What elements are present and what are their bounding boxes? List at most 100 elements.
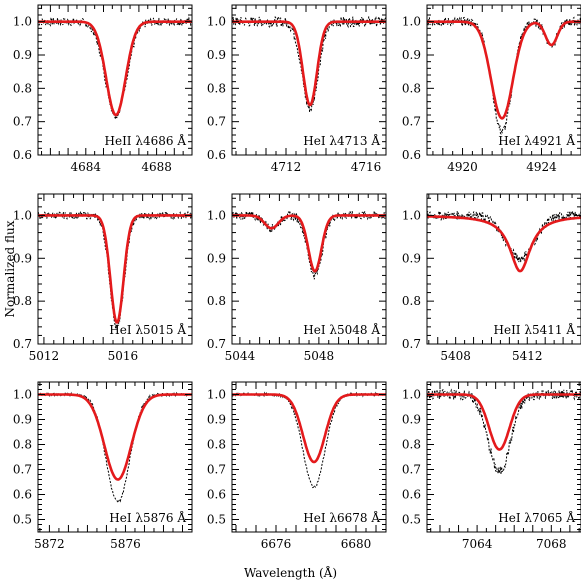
y-tick-label: 0.7 (402, 115, 421, 129)
y-tick-label: 0.7 (402, 463, 421, 477)
y-tick-label: 0.8 (207, 81, 226, 95)
line-label: HeI λ4921 Å (498, 133, 575, 148)
y-tick-label: 1.0 (402, 208, 421, 222)
y-tick-label: 0.6 (402, 148, 421, 162)
y-tick-label: 0.7 (13, 115, 32, 129)
x-tick-label: 7064 (462, 537, 493, 551)
panel-5: 0.7 0.8 0.9 1.0 5044 5048 HeI λ5048 Å (207, 193, 387, 363)
x-tick-label: 5044 (225, 349, 256, 363)
y-tick-label: 0.8 (13, 81, 32, 95)
x-tick-label: 5012 (29, 349, 60, 363)
model-spectrum (232, 214, 386, 273)
panel-frame (426, 381, 581, 533)
panel-frame (231, 4, 387, 156)
y-tick-label: 0.7 (207, 115, 226, 129)
panel-7: 0.5 0.6 0.7 0.8 0.9 1.0 5872 5876 HeI λ5876 Å (13, 381, 193, 551)
observed-spectrum (38, 16, 192, 120)
panel-1: 0.6 0.7 0.8 0.9 1.0 4684 4688 HeII λ4686 Å (13, 4, 193, 174)
y-tick-label: 0.8 (402, 438, 421, 452)
y-tick-label: 0.9 (207, 413, 226, 427)
model-spectrum (427, 393, 581, 451)
x-tick-label: 5872 (34, 537, 65, 551)
y-tick-label: 0.5 (402, 513, 421, 527)
y-tick-label: 0.5 (13, 513, 32, 527)
y-tick-label: 0.7 (207, 463, 226, 477)
line-label: HeI λ5048 Å (303, 322, 380, 337)
y-tick-label: 1.0 (13, 388, 32, 402)
y-tick-label: 1.0 (13, 15, 32, 29)
observed-spectrum (232, 209, 386, 280)
observed-spectrum (232, 391, 386, 489)
line-label: HeI λ4713 Å (303, 133, 380, 148)
model-spectrum (38, 214, 192, 324)
x-tick-label: 4684 (71, 160, 102, 174)
x-tick-label: 4712 (271, 160, 302, 174)
panel-2: 0.6 0.7 0.8 0.9 1.0 4712 4716 HeI λ4713 Å (207, 4, 387, 174)
line-label: HeI λ5015 Å (109, 322, 186, 337)
y-tick-label: 0.8 (13, 438, 32, 452)
line-label: HeI λ6678 Å (303, 510, 380, 525)
y-tick-label: 0.9 (402, 413, 421, 427)
line-label: HeI λ5876 Å (109, 510, 186, 525)
y-tick-label: 0.9 (13, 251, 32, 265)
y-tick-label: 0.7 (207, 337, 226, 351)
y-axis-label: Normalized flux (3, 220, 17, 318)
y-tick-label: 0.9 (207, 251, 226, 265)
y-tick-label: 0.6 (402, 488, 421, 502)
x-tick-label: 5048 (304, 349, 335, 363)
panel-9: 0.5 0.6 0.7 0.8 0.9 1.0 7064 7068 HeI λ7065 Å (402, 381, 581, 551)
observed-spectrum (232, 15, 386, 113)
panel-frame (37, 381, 193, 533)
x-tick-label: 7068 (536, 537, 567, 551)
y-tick-label: 0.6 (207, 148, 226, 162)
model-spectrum (427, 215, 581, 273)
y-tick-label: 0.6 (13, 148, 32, 162)
y-tick-label: 1.0 (207, 208, 226, 222)
y-tick-label: 0.9 (13, 413, 32, 427)
observed-spectrum (427, 388, 581, 475)
y-tick-label: 0.9 (13, 48, 32, 62)
y-tick-label: 1.0 (207, 15, 226, 29)
model-spectrum (427, 20, 581, 120)
line-label: HeI λ7065 Å (498, 510, 575, 525)
x-tick-label: 5876 (110, 537, 141, 551)
x-tick-label: 4688 (141, 160, 172, 174)
y-tick-label: 0.9 (402, 48, 421, 62)
x-tick-label: 6676 (261, 537, 292, 551)
y-tick-label: 0.9 (207, 48, 226, 62)
model-spectrum (232, 393, 386, 464)
y-tick-label: 1.0 (207, 388, 226, 402)
y-tick-label: 0.6 (13, 488, 32, 502)
x-tick-label: 4716 (351, 160, 382, 174)
model-spectrum (38, 20, 192, 117)
panel-frame (231, 381, 387, 533)
x-axis-label: Wavelength (Å) (243, 566, 338, 580)
y-tick-label: 0.9 (402, 251, 421, 265)
panel-frame (426, 4, 581, 156)
line-label: HeII λ5411 Å (494, 322, 576, 337)
y-tick-label: 0.7 (13, 337, 32, 351)
y-tick-label: 0.7 (402, 337, 421, 351)
y-tick-label: 1.0 (402, 388, 421, 402)
panel-3: 0.6 0.7 0.8 0.9 1.0 4920 4924 HeI λ4921 Å (402, 4, 581, 174)
y-tick-label: 0.6 (207, 488, 226, 502)
panel-8: 0.5 0.6 0.7 0.8 0.9 1.0 6676 6680 HeI λ6678 Å (207, 381, 387, 551)
model-spectrum (38, 393, 192, 481)
x-tick-label: 5408 (440, 349, 471, 363)
line-label: HeII λ4686 Å (105, 133, 187, 148)
x-tick-label: 5016 (108, 349, 139, 363)
y-tick-label: 1.0 (13, 208, 32, 222)
x-tick-label: 6680 (341, 537, 372, 551)
panel-frame (37, 193, 193, 345)
y-tick-label: 0.8 (402, 81, 421, 95)
x-tick-label: 4920 (447, 160, 478, 174)
panel-frame (426, 193, 581, 345)
y-tick-label: 0.8 (207, 294, 226, 308)
x-tick-label: 5412 (512, 349, 543, 363)
model-spectrum (232, 20, 386, 107)
panel-frame (37, 4, 193, 156)
panel-4: 0.7 0.8 0.9 1.0 5012 5016 HeI λ5015 Å (13, 193, 193, 363)
y-tick-label: 0.8 (402, 294, 421, 308)
y-tick-label: 0.7 (13, 463, 32, 477)
